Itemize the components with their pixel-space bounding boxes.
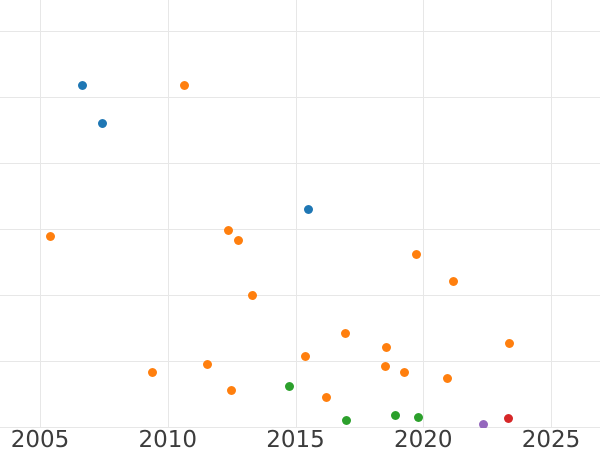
data-point-series-orange — [504, 339, 514, 349]
data-point-series-blue — [78, 80, 88, 90]
y-gridline — [0, 229, 600, 230]
data-point-series-orange — [179, 81, 189, 91]
x-gridline — [423, 0, 424, 427]
data-point-series-orange — [202, 360, 212, 370]
data-point-series-orange — [449, 276, 459, 286]
y-gridline — [0, 97, 600, 98]
x-gridline — [168, 0, 169, 427]
data-point-series-green — [341, 415, 351, 425]
data-point-series-orange — [226, 386, 236, 396]
x-gridline — [40, 0, 41, 427]
data-point-series-orange — [381, 361, 391, 371]
plot-area — [0, 0, 600, 428]
data-point-series-orange — [399, 367, 409, 377]
x-tick-label: 2005 — [10, 427, 70, 450]
data-point-series-green — [414, 413, 424, 423]
y-gridline — [0, 31, 600, 32]
data-point-series-orange — [442, 373, 452, 383]
data-point-series-orange — [382, 343, 392, 353]
y-gridline — [0, 427, 600, 428]
data-point-series-orange — [46, 232, 56, 242]
data-point-series-blue — [303, 205, 313, 215]
x-tick-label: 2025 — [521, 427, 581, 450]
data-point-series-red — [503, 413, 513, 423]
data-point-series-orange — [301, 351, 311, 361]
x-tick-label: 2015 — [266, 427, 325, 450]
x-gridline — [551, 0, 552, 427]
data-point-series-blue — [97, 118, 107, 128]
data-point-series-green — [285, 381, 295, 391]
data-point-series-orange — [148, 367, 158, 377]
data-point-series-orange — [340, 329, 350, 339]
y-gridline — [0, 163, 600, 164]
x-tick-label: 2010 — [138, 427, 198, 450]
data-point-series-orange — [247, 290, 257, 300]
data-point-series-purple — [478, 419, 488, 428]
data-point-series-orange — [322, 393, 332, 403]
data-point-series-orange — [223, 225, 233, 235]
data-point-series-orange — [233, 236, 243, 246]
y-gridline — [0, 361, 600, 362]
y-gridline — [0, 295, 600, 296]
data-point-series-green — [391, 411, 401, 421]
data-point-series-orange — [411, 249, 421, 259]
x-gridline — [296, 0, 297, 427]
x-tick-label: 2020 — [393, 427, 453, 450]
